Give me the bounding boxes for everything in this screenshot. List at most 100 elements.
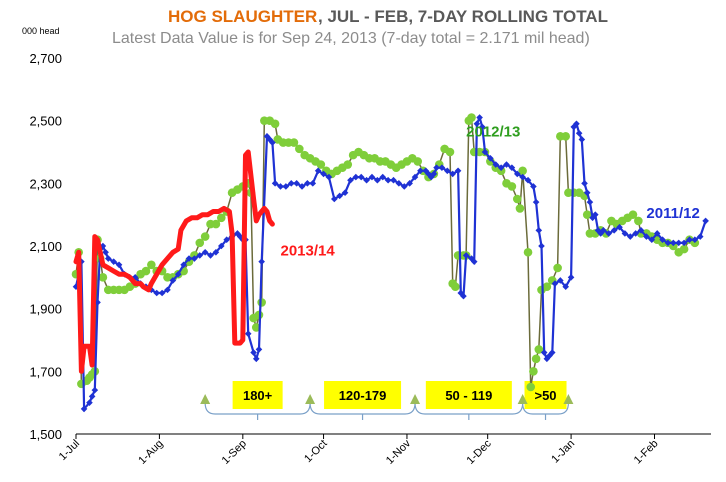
series-label: 2013/14 bbox=[280, 242, 335, 259]
series-2011-12-point bbox=[347, 176, 354, 184]
series-2011-12-point bbox=[368, 173, 376, 181]
series-2011-12-point bbox=[438, 164, 446, 171]
series-2011-12-point bbox=[115, 261, 123, 269]
series-2011-12-point bbox=[546, 352, 553, 359]
series-2011-12-point bbox=[524, 176, 532, 184]
y-tick-label: 2,300 bbox=[29, 176, 62, 191]
series-2012-13-point bbox=[270, 119, 280, 129]
series-2011-12-point bbox=[352, 173, 360, 181]
series-2011-12-point bbox=[473, 120, 481, 128]
chart-title-rest: , JUL - FEB, 7-DAY ROLLING TOTAL bbox=[318, 7, 608, 26]
series-2012-13-point bbox=[141, 266, 151, 276]
series-2012-13-point bbox=[518, 166, 527, 176]
x-axis: 1-Jul 1-Aug 1-Sep 1-Oct 1-Nov 1-Dec 1-Jan 1-Feb bbox=[57, 433, 711, 467]
series-2011-12-point bbox=[632, 230, 639, 237]
series-2011-12-point bbox=[309, 180, 317, 187]
series-2011-12-point bbox=[196, 252, 204, 259]
series-2011-12-point bbox=[400, 183, 408, 190]
series-2012-13-point bbox=[413, 157, 423, 166]
series-2011-12-point bbox=[191, 255, 198, 262]
series-2012-13-point bbox=[523, 247, 533, 257]
series-2011-12-point bbox=[468, 255, 475, 262]
series-2011-12-point bbox=[530, 183, 537, 190]
series-2011-12-point bbox=[659, 236, 666, 244]
series-2011-12-point bbox=[91, 386, 99, 394]
series-2011-12-point bbox=[379, 173, 387, 181]
series-2012-13-point bbox=[628, 210, 638, 219]
series-2011-12-point bbox=[80, 405, 88, 413]
series-2011-12-point bbox=[374, 176, 381, 184]
series-2011-12-point bbox=[282, 183, 290, 190]
series-2012-13-point bbox=[195, 238, 205, 248]
series-2012-13-point bbox=[507, 182, 517, 191]
series-2011-12-point bbox=[691, 236, 699, 244]
series-2011-12-point bbox=[320, 170, 327, 178]
band-label-box bbox=[232, 381, 283, 409]
series-2011-12-point bbox=[664, 239, 672, 247]
series-2011-12-point bbox=[457, 289, 465, 297]
series-2011-12-point bbox=[481, 148, 489, 156]
series-2011-12-point bbox=[573, 120, 580, 128]
series-2011-12-point bbox=[153, 289, 161, 297]
series-2011-12-point bbox=[384, 176, 392, 184]
series-2011-12-point bbox=[616, 223, 623, 231]
series-2011-12-point bbox=[653, 230, 661, 237]
series-2011-12-point bbox=[169, 277, 177, 284]
series-2012-13-point bbox=[451, 282, 460, 292]
series-2011-12-point bbox=[223, 236, 230, 244]
series-2011-12-point bbox=[575, 129, 583, 137]
series-2011-12-point bbox=[487, 154, 494, 162]
series-2011-12-point bbox=[86, 399, 93, 406]
series-2011-12-point bbox=[497, 164, 505, 171]
series-2012-13-point bbox=[289, 138, 299, 147]
chart-title-highlight: HOG SLAUGHTER bbox=[168, 7, 317, 26]
series-2012-13-point bbox=[216, 213, 226, 223]
series-2011-12-point bbox=[470, 258, 478, 265]
series-2011-12-point bbox=[503, 161, 510, 168]
series-2012-13-point bbox=[529, 367, 538, 376]
series-2012-13-point bbox=[634, 216, 643, 226]
series-2012-13-point bbox=[467, 113, 476, 122]
x-tick-label: 1-Feb bbox=[632, 438, 661, 467]
series-2011-12-point bbox=[513, 170, 521, 178]
series-2011-12-point bbox=[600, 227, 607, 234]
series-label: 2012/13 bbox=[466, 123, 520, 140]
series-2011-12-point bbox=[411, 173, 419, 181]
series-2011-12-point bbox=[557, 277, 564, 284]
series-2011-12-point bbox=[551, 280, 559, 287]
series-2011-12-point bbox=[626, 233, 634, 240]
series-2011-12-point bbox=[201, 248, 209, 256]
series-2011-12-point bbox=[250, 349, 257, 356]
series-2011-12-point bbox=[325, 173, 333, 181]
series-2011-12-point bbox=[277, 183, 284, 190]
series-2011-12-point bbox=[586, 198, 594, 206]
series-2011-12-point bbox=[417, 167, 424, 175]
band-label: >50 bbox=[534, 388, 556, 403]
series-2011-12-point bbox=[476, 114, 483, 121]
band-arrow-marker bbox=[305, 394, 316, 404]
series-2011-12-point bbox=[425, 170, 432, 178]
series-2011-12-point bbox=[255, 346, 263, 353]
series-2011-12-point bbox=[433, 164, 440, 171]
series-2011-12-point bbox=[263, 133, 271, 140]
series-2011-12-point bbox=[643, 233, 650, 240]
series-2012-13-point bbox=[257, 298, 266, 307]
series-2011-12-point bbox=[444, 167, 451, 175]
band-label: 50 - 119 bbox=[445, 388, 492, 403]
series-2011-12-point bbox=[605, 230, 613, 237]
series-2011-12-point bbox=[244, 330, 252, 338]
band-arrow-marker bbox=[563, 394, 574, 404]
series-2011-12-point bbox=[581, 180, 588, 187]
band-arrow-marker bbox=[517, 394, 528, 404]
y-tick-label: 1,700 bbox=[29, 364, 62, 379]
band-arrow-marker bbox=[410, 394, 421, 404]
series-2012-13-point bbox=[200, 232, 210, 241]
y-axis-unit-label: 000 head bbox=[22, 26, 60, 36]
series-2012-13-point bbox=[561, 132, 571, 141]
y-tick-label: 1,900 bbox=[29, 302, 62, 317]
series-labels: 2011/12 2012/13 2013/14 bbox=[280, 123, 699, 259]
series-label: 2011/12 bbox=[646, 205, 699, 222]
series-2012-13-point bbox=[534, 345, 544, 354]
series-2011-12-point bbox=[363, 176, 370, 184]
